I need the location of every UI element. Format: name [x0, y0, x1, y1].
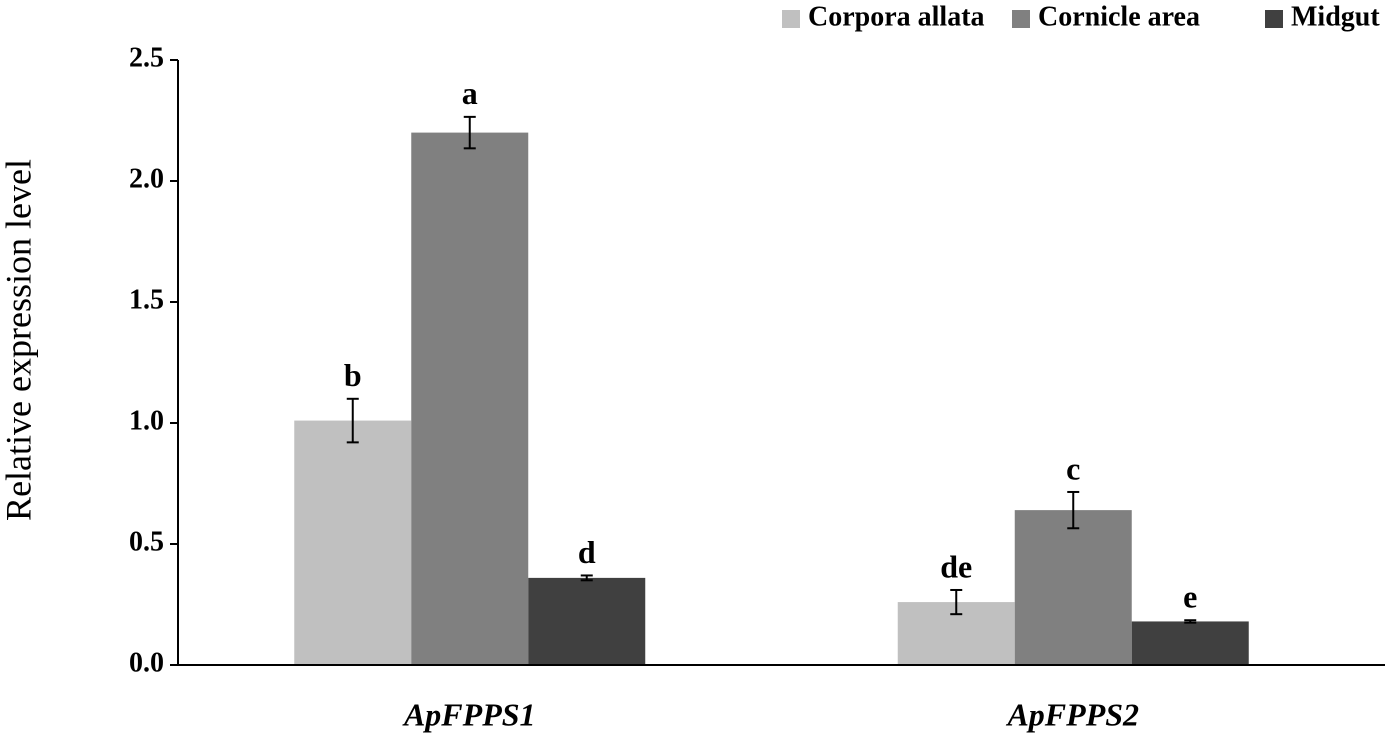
error-bar [463, 115, 476, 150]
y-tick-label: 1.0 [129, 405, 164, 436]
error-bar [346, 397, 359, 444]
x-tick-label: ApFPPS1 [402, 696, 536, 732]
bar [294, 420, 412, 665]
legend-label: Corpora allata [808, 1, 985, 32]
significance-letter: d [578, 534, 596, 570]
y-tick-label: 2.5 [129, 42, 164, 73]
bar [1131, 621, 1249, 665]
error-bar [580, 574, 593, 582]
y-tick-label: 1.5 [129, 284, 164, 315]
error-bar [950, 588, 963, 616]
y-tick-label: 2.0 [129, 163, 164, 194]
x-tick-label: ApFPPS2 [1005, 696, 1139, 732]
bar [411, 132, 529, 666]
legend-swatch [1012, 10, 1030, 28]
legend-label: Cornicle area [1038, 1, 1200, 32]
significance-letter: b [344, 357, 362, 393]
error-bar [1184, 619, 1197, 624]
bar [528, 577, 646, 665]
bar [1014, 510, 1132, 665]
y-axis-label: Relative expression level [0, 159, 38, 521]
error-bar [1067, 490, 1080, 530]
significance-letter: a [462, 75, 478, 111]
significance-letter: de [940, 548, 972, 584]
legend-swatch [782, 10, 800, 28]
y-tick-label: 0.5 [129, 526, 164, 557]
significance-letter: c [1066, 450, 1080, 486]
significance-letter: e [1183, 579, 1197, 615]
y-tick-label: 0.0 [129, 647, 164, 678]
legend-label: Midgut [1291, 1, 1380, 32]
legend-swatch [1265, 10, 1283, 28]
